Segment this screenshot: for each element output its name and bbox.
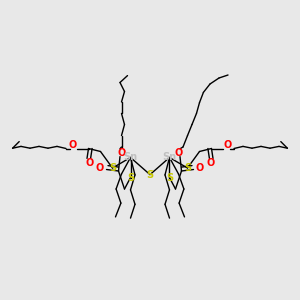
Text: O: O (68, 140, 77, 151)
Text: S: S (146, 169, 154, 180)
Text: S: S (109, 163, 116, 173)
Text: O: O (196, 163, 204, 173)
Text: S: S (166, 172, 173, 183)
Text: S: S (127, 172, 134, 183)
Text: S: S (184, 163, 191, 173)
Text: O: O (96, 163, 104, 173)
Text: Sn: Sn (123, 152, 138, 163)
Text: O: O (85, 158, 94, 168)
Text: Sn: Sn (162, 152, 177, 163)
Text: O: O (223, 140, 232, 151)
Text: O: O (174, 148, 182, 158)
Text: O: O (206, 158, 214, 168)
Text: O: O (118, 148, 126, 158)
